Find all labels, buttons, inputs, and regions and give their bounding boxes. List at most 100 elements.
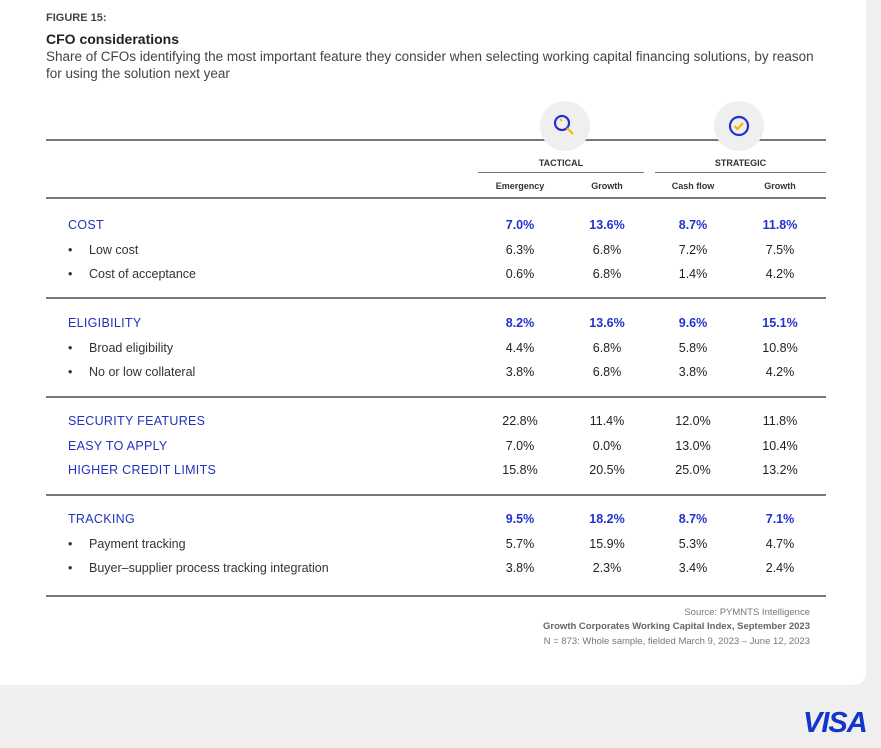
- bullet-icon: •: [68, 267, 73, 281]
- cell-value: 0.0%: [592, 438, 622, 453]
- category-label: SECURITY FEATURES: [68, 414, 206, 428]
- cell-value: 7.5%: [765, 242, 795, 257]
- cell-value: 7.2%: [678, 242, 708, 257]
- divider: [46, 595, 826, 597]
- check-circle-icon: [714, 101, 764, 151]
- cell-value: 15.1%: [762, 316, 798, 330]
- divider: [46, 297, 826, 299]
- table-row: • Broad eligibility 4.4% 6.8% 5.8% 10.8%: [46, 336, 826, 361]
- column-header: Emergency: [495, 181, 545, 191]
- cell-value: 11.4%: [589, 414, 625, 428]
- source-sample: N = 873: Whole sample, fielded March 9, …: [543, 636, 810, 647]
- table-row: • Cost of acceptance 0.6% 6.8% 1.4% 4.2%: [46, 262, 826, 287]
- figure-subtitle: Share of CFOs identifying the most impor…: [46, 49, 814, 81]
- source-report: Growth Corporates Working Capital Index,…: [543, 621, 810, 632]
- table-row: SECURITY FEATURES 22.8% 11.4% 12.0% 11.8%: [46, 409, 826, 434]
- cell-value: 4.7%: [765, 536, 795, 551]
- visa-logo: VISA: [803, 707, 868, 739]
- table-row: • Payment tracking 5.7% 15.9% 5.3% 4.7%: [46, 532, 826, 557]
- cell-value: 12.0%: [675, 414, 711, 428]
- column-header: Growth: [764, 181, 796, 191]
- cell-value: 6.3%: [505, 242, 535, 257]
- cell-value: 4.2%: [765, 365, 795, 379]
- table-row: EASY TO APPLY 7.0% 0.0% 13.0% 10.4%: [46, 434, 826, 459]
- cell-value: 8.7%: [678, 218, 708, 232]
- divider: [46, 494, 826, 496]
- column-header: Growth: [591, 181, 623, 191]
- table-section: SECURITY FEATURES 22.8% 11.4% 12.0% 11.8% EAS…: [46, 409, 826, 483]
- bullet-icon: •: [68, 536, 73, 551]
- cell-value: 0.6%: [505, 267, 535, 281]
- cell-value: 2.4%: [765, 561, 795, 575]
- row-label: • Low cost: [68, 238, 138, 263]
- row-label-text: Broad eligibility: [89, 340, 174, 355]
- cell-value: 6.8%: [592, 365, 622, 379]
- cell-value: 6.8%: [592, 267, 622, 281]
- cell-value: 2.3%: [592, 561, 622, 575]
- cell-value: 13.6%: [589, 316, 625, 330]
- bullet-icon: •: [68, 365, 73, 379]
- figure-label: FIGURE 15:: [46, 12, 107, 24]
- table-row: • Low cost 6.3% 6.8% 7.2% 7.5%: [46, 238, 826, 263]
- strategic-underline: [655, 172, 826, 173]
- divider: [46, 197, 826, 199]
- table-section: ELIGIBILITY 8.2% 13.6% 9.6% 15.1% • Broad elig…: [46, 311, 826, 385]
- bullet-icon: •: [68, 340, 73, 355]
- cell-value: 10.8%: [762, 340, 798, 355]
- figure-title: CFO considerations: [46, 31, 180, 47]
- cell-value: 6.8%: [592, 242, 622, 257]
- source-line: Source: PYMNTS Intelligence: [684, 607, 810, 618]
- category-label: COST: [68, 218, 104, 232]
- cell-value: 7.0%: [505, 218, 535, 232]
- category-label: ELIGIBILITY: [68, 316, 142, 330]
- cell-value: 9.5%: [505, 512, 535, 526]
- cell-value: 22.8%: [502, 414, 538, 428]
- row-label: • Cost of acceptance: [68, 262, 196, 287]
- cell-value: 15.9%: [589, 536, 625, 551]
- category-label: HIGHER CREDIT LIMITS: [68, 463, 217, 477]
- table-row: TRACKING 9.5% 18.2% 8.7% 7.1%: [46, 507, 826, 532]
- cell-value: 7.1%: [765, 512, 795, 526]
- cell-value: 1.4%: [678, 267, 708, 281]
- row-label: • Payment tracking: [68, 532, 186, 557]
- cell-value: 15.8%: [502, 463, 538, 477]
- table-row: ELIGIBILITY 8.2% 13.6% 9.6% 15.1%: [46, 311, 826, 336]
- cell-value: 5.7%: [505, 536, 535, 551]
- row-label-text: Low cost: [89, 242, 139, 257]
- cell-value: 20.5%: [589, 463, 625, 477]
- tactical-underline: [478, 172, 644, 173]
- table-section: TRACKING 9.5% 18.2% 8.7% 7.1% • Payment tracki…: [46, 507, 826, 581]
- cell-value: 9.6%: [678, 316, 708, 330]
- table-row: • Buyer–supplier process tracking integra…: [46, 556, 826, 581]
- cell-value: 5.8%: [678, 340, 708, 355]
- table-row: COST 7.0% 13.6% 8.7% 11.8%: [46, 213, 826, 238]
- row-label: • Buyer–supplier process tracking integra…: [68, 556, 329, 581]
- cell-value: 3.8%: [505, 561, 535, 575]
- row-label: • No or low collateral: [68, 360, 195, 385]
- magnifier-icon: [540, 101, 590, 151]
- cell-value: 13.6%: [589, 218, 625, 232]
- table-row: • No or low collateral 3.8% 6.8% 3.8% 4.2%: [46, 360, 826, 385]
- cell-value: 6.8%: [592, 340, 622, 355]
- cell-value: 7.0%: [505, 438, 535, 453]
- cell-value: 3.8%: [505, 365, 535, 379]
- cell-value: 11.8%: [762, 414, 798, 428]
- table-section: COST 7.0% 13.6% 8.7% 11.8% • Low cost 6.3% 6.8% 7…: [46, 213, 826, 287]
- cell-value: 8.2%: [505, 316, 535, 330]
- group-strategic: STRATEGIC: [714, 158, 767, 168]
- row-label-text: Cost of acceptance: [89, 267, 197, 281]
- category-label: EASY TO APPLY: [68, 438, 168, 453]
- row-label-text: Payment tracking: [89, 536, 186, 551]
- row-label-text: Buyer–supplier process tracking integrat…: [89, 561, 329, 575]
- cell-value: 4.4%: [505, 340, 535, 355]
- cell-value: 10.4%: [762, 438, 798, 453]
- cell-value: 3.4%: [678, 561, 708, 575]
- category-label: TRACKING: [68, 512, 135, 526]
- bullet-icon: •: [68, 242, 73, 257]
- cell-value: 5.3%: [678, 536, 708, 551]
- cell-value: 11.8%: [762, 218, 798, 232]
- cell-value: 25.0%: [675, 463, 711, 477]
- figure-card: FIGURE 15: CFO considerations Share of C…: [0, 0, 866, 685]
- row-label-text: No or low collateral: [89, 365, 196, 379]
- cell-value: 8.7%: [678, 512, 708, 526]
